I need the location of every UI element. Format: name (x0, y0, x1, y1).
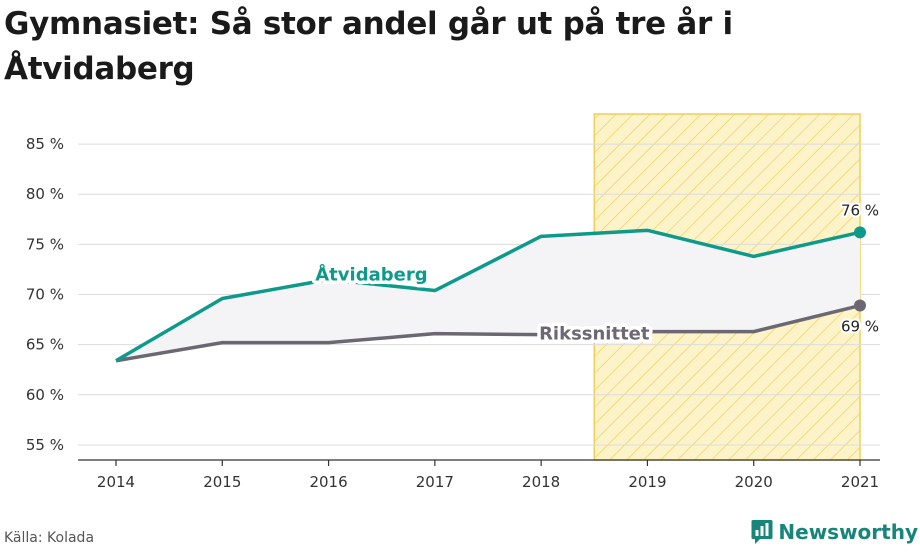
y-tick-label: 85 % (26, 135, 64, 153)
series-line-atvidaberg (115, 228, 861, 363)
x-tick-label: 2015 (203, 473, 241, 491)
y-tick-label: 60 % (26, 386, 64, 404)
y-tick-label: 65 % (26, 336, 64, 354)
y-tick-label: 70 % (26, 286, 64, 304)
x-tick-label: 2020 (735, 473, 773, 491)
chart-title: Gymnasiet: Så stor andel går ut på tre å… (4, 6, 733, 87)
end-point-rikssnittet (854, 299, 866, 312)
series-line-rikssnittet (115, 303, 861, 363)
newsworthy-logo-icon (751, 520, 773, 544)
y-tick-label: 75 % (26, 235, 64, 253)
source-note: Källa: Kolada (4, 530, 95, 546)
y-tick-label: 55 % (26, 436, 64, 454)
x-tick-label: 2019 (628, 473, 666, 491)
x-tick-label: 2021 (841, 473, 879, 491)
newsworthy-brand: Newsworthy (751, 519, 918, 545)
series-label-atvidaberg: Åtvidaberg (315, 262, 427, 285)
end-value-label-rikssnittet: 69 % (841, 318, 879, 336)
x-tick-label: 2018 (522, 473, 560, 491)
x-tick-label: 2014 (97, 473, 135, 491)
x-tick-label: 2017 (416, 473, 454, 491)
y-tick-label: 80 % (26, 185, 64, 203)
series-label-rikssnittet: Rikssnittet (539, 324, 650, 345)
difference-area (116, 230, 860, 361)
end-point-atvidaberg (854, 226, 866, 239)
brand-name: Newsworthy (778, 520, 918, 544)
end-value-label-atvidaberg: 76 % (841, 201, 879, 219)
x-tick-label: 2016 (309, 473, 347, 491)
